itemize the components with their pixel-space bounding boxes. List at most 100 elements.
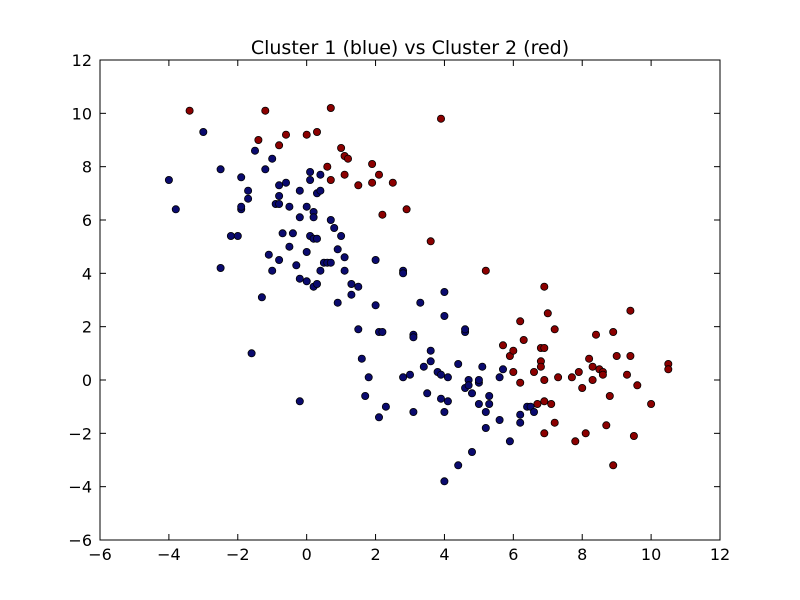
cluster-1-point (485, 399, 494, 408)
cluster-2-point (623, 370, 632, 379)
cluster-1-point (423, 389, 432, 398)
cluster-2-point (516, 317, 525, 326)
cluster-2-point (281, 130, 290, 139)
cluster-1-point (333, 298, 342, 307)
cluster-1-point (295, 186, 304, 195)
y-tick-label: 0 (82, 371, 92, 390)
x-tick-label: 0 (302, 545, 312, 564)
cluster-2-point (585, 354, 594, 363)
y-tick-label: −2 (68, 424, 92, 443)
cluster-2-point (574, 367, 583, 376)
cluster-1-point (440, 311, 449, 320)
cluster-2-point (588, 375, 597, 384)
cluster-1-point (268, 154, 277, 163)
cluster-1-point (257, 293, 266, 302)
cluster-1-point (464, 381, 473, 390)
cluster-2-point (516, 378, 525, 387)
plot-frame (99, 59, 721, 541)
cluster-1-point (226, 231, 235, 240)
cluster-1-point (309, 213, 318, 222)
cluster-1-point (481, 423, 490, 432)
cluster-2-point (340, 170, 349, 179)
cluster-1-point (337, 231, 346, 240)
cluster-2-point (592, 330, 601, 339)
cluster-2-point (612, 351, 621, 360)
cluster-2-point (323, 162, 332, 171)
cluster-1-point (443, 373, 452, 382)
cluster-2-point (543, 309, 552, 318)
cluster-1-point (474, 399, 483, 408)
cluster-2-point (609, 327, 618, 336)
cluster-1-point (357, 354, 366, 363)
cluster-2-point (540, 343, 549, 352)
cluster-2-point (567, 373, 576, 382)
cluster-1-point (302, 247, 311, 256)
cluster-2-point (426, 237, 435, 246)
cluster-2-point (540, 375, 549, 384)
cluster-1-point (364, 373, 373, 382)
cluster-1-point (312, 234, 321, 243)
cluster-1-point (295, 274, 304, 283)
cluster-1-point (250, 146, 259, 155)
cluster-2-point (402, 205, 411, 214)
cluster-1-point (419, 362, 428, 371)
cluster-2-point (436, 114, 445, 123)
cluster-1-point (426, 357, 435, 366)
cluster-1-point (378, 327, 387, 336)
cluster-2-point (533, 399, 542, 408)
cluster-1-point (164, 175, 173, 184)
cluster-1-point (354, 325, 363, 334)
x-tick-label: 2 (370, 545, 380, 564)
cluster-1-point (312, 279, 321, 288)
cluster-2-point (302, 130, 311, 139)
cluster-1-point (516, 418, 525, 427)
cluster-1-point (371, 301, 380, 310)
cluster-1-point (216, 165, 225, 174)
cluster-1-point (467, 389, 476, 398)
cluster-1-point (409, 407, 418, 416)
cluster-1-point (264, 250, 273, 259)
y-tick-label: 4 (82, 264, 92, 283)
cluster-2-point (519, 335, 528, 344)
x-tick-label: −4 (157, 545, 181, 564)
cluster-1-point (374, 413, 383, 422)
cluster-2-point (368, 159, 377, 168)
cluster-1-point (354, 282, 363, 291)
cluster-1-point (326, 258, 335, 267)
cluster-1-point (474, 375, 483, 384)
cluster-2-point (185, 106, 194, 115)
cluster-1-point (516, 410, 525, 419)
cluster-1-point (436, 394, 445, 403)
cluster-1-point (440, 407, 449, 416)
cluster-1-point (454, 359, 463, 368)
cluster-2-point (664, 365, 673, 374)
cluster-2-point (540, 397, 549, 406)
cluster-1-point (278, 229, 287, 238)
cluster-1-point (405, 370, 414, 379)
cluster-2-point (626, 306, 635, 315)
cluster-1-point (340, 266, 349, 275)
cluster-1-point (302, 277, 311, 286)
cluster-1-point (399, 269, 408, 278)
x-tick-label: −6 (88, 545, 112, 564)
y-tick-label: −6 (68, 531, 92, 550)
cluster-2-point (261, 106, 270, 115)
cluster-1-point (485, 391, 494, 400)
cluster-1-point (347, 279, 356, 288)
cluster-1-point (275, 199, 284, 208)
cluster-2-point (536, 362, 545, 371)
cluster-1-point (288, 229, 297, 238)
cluster-1-point (399, 373, 408, 382)
cluster-1-point (454, 461, 463, 470)
cluster-1-point (306, 167, 315, 176)
cluster-2-point (605, 391, 614, 400)
cluster-1-point (233, 231, 242, 240)
cluster-1-point (495, 415, 504, 424)
cluster-2-point (326, 175, 335, 184)
cluster-1-point (302, 202, 311, 211)
cluster-2-point (629, 431, 638, 440)
cluster-2-point (554, 373, 563, 382)
cluster-2-point (275, 141, 284, 150)
